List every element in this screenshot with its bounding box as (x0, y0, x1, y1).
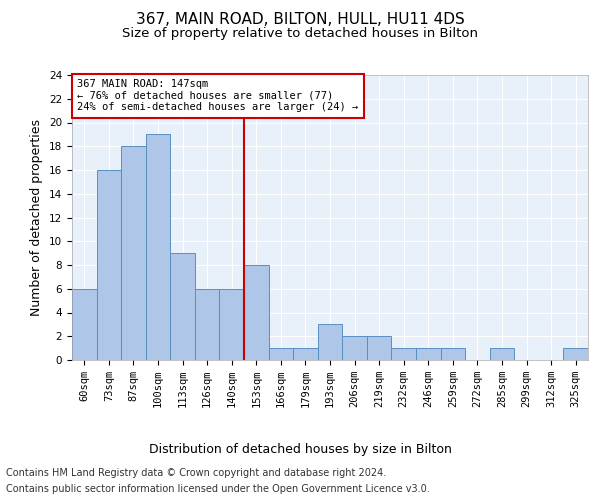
Bar (72, 289, 97, 360)
Text: 367, MAIN ROAD, BILTON, HULL, HU11 4DS: 367, MAIN ROAD, BILTON, HULL, HU11 4DS (136, 12, 464, 28)
Text: 367 MAIN ROAD: 147sqm
← 76% of detached houses are smaller (77)
24% of semi-deta: 367 MAIN ROAD: 147sqm ← 76% of detached … (77, 80, 358, 112)
Bar (367, 336, 391, 360)
Text: Contains public sector information licensed under the Open Government Licence v3: Contains public sector information licen… (6, 484, 430, 494)
Bar (244, 265, 269, 360)
Bar (269, 348, 293, 360)
Bar (195, 289, 220, 360)
Bar (342, 336, 367, 360)
Bar (440, 348, 465, 360)
Bar (146, 134, 170, 360)
Bar (416, 348, 440, 360)
Bar (97, 170, 121, 360)
Text: Distribution of detached houses by size in Bilton: Distribution of detached houses by size … (149, 442, 451, 456)
Bar (318, 324, 342, 360)
Bar (490, 348, 514, 360)
Y-axis label: Number of detached properties: Number of detached properties (31, 119, 43, 316)
Bar (563, 348, 588, 360)
Text: Contains HM Land Registry data © Crown copyright and database right 2024.: Contains HM Land Registry data © Crown c… (6, 468, 386, 477)
Bar (220, 289, 244, 360)
Bar (293, 348, 318, 360)
Bar (121, 146, 146, 360)
Bar (170, 253, 195, 360)
Text: Size of property relative to detached houses in Bilton: Size of property relative to detached ho… (122, 28, 478, 40)
Bar (391, 348, 416, 360)
